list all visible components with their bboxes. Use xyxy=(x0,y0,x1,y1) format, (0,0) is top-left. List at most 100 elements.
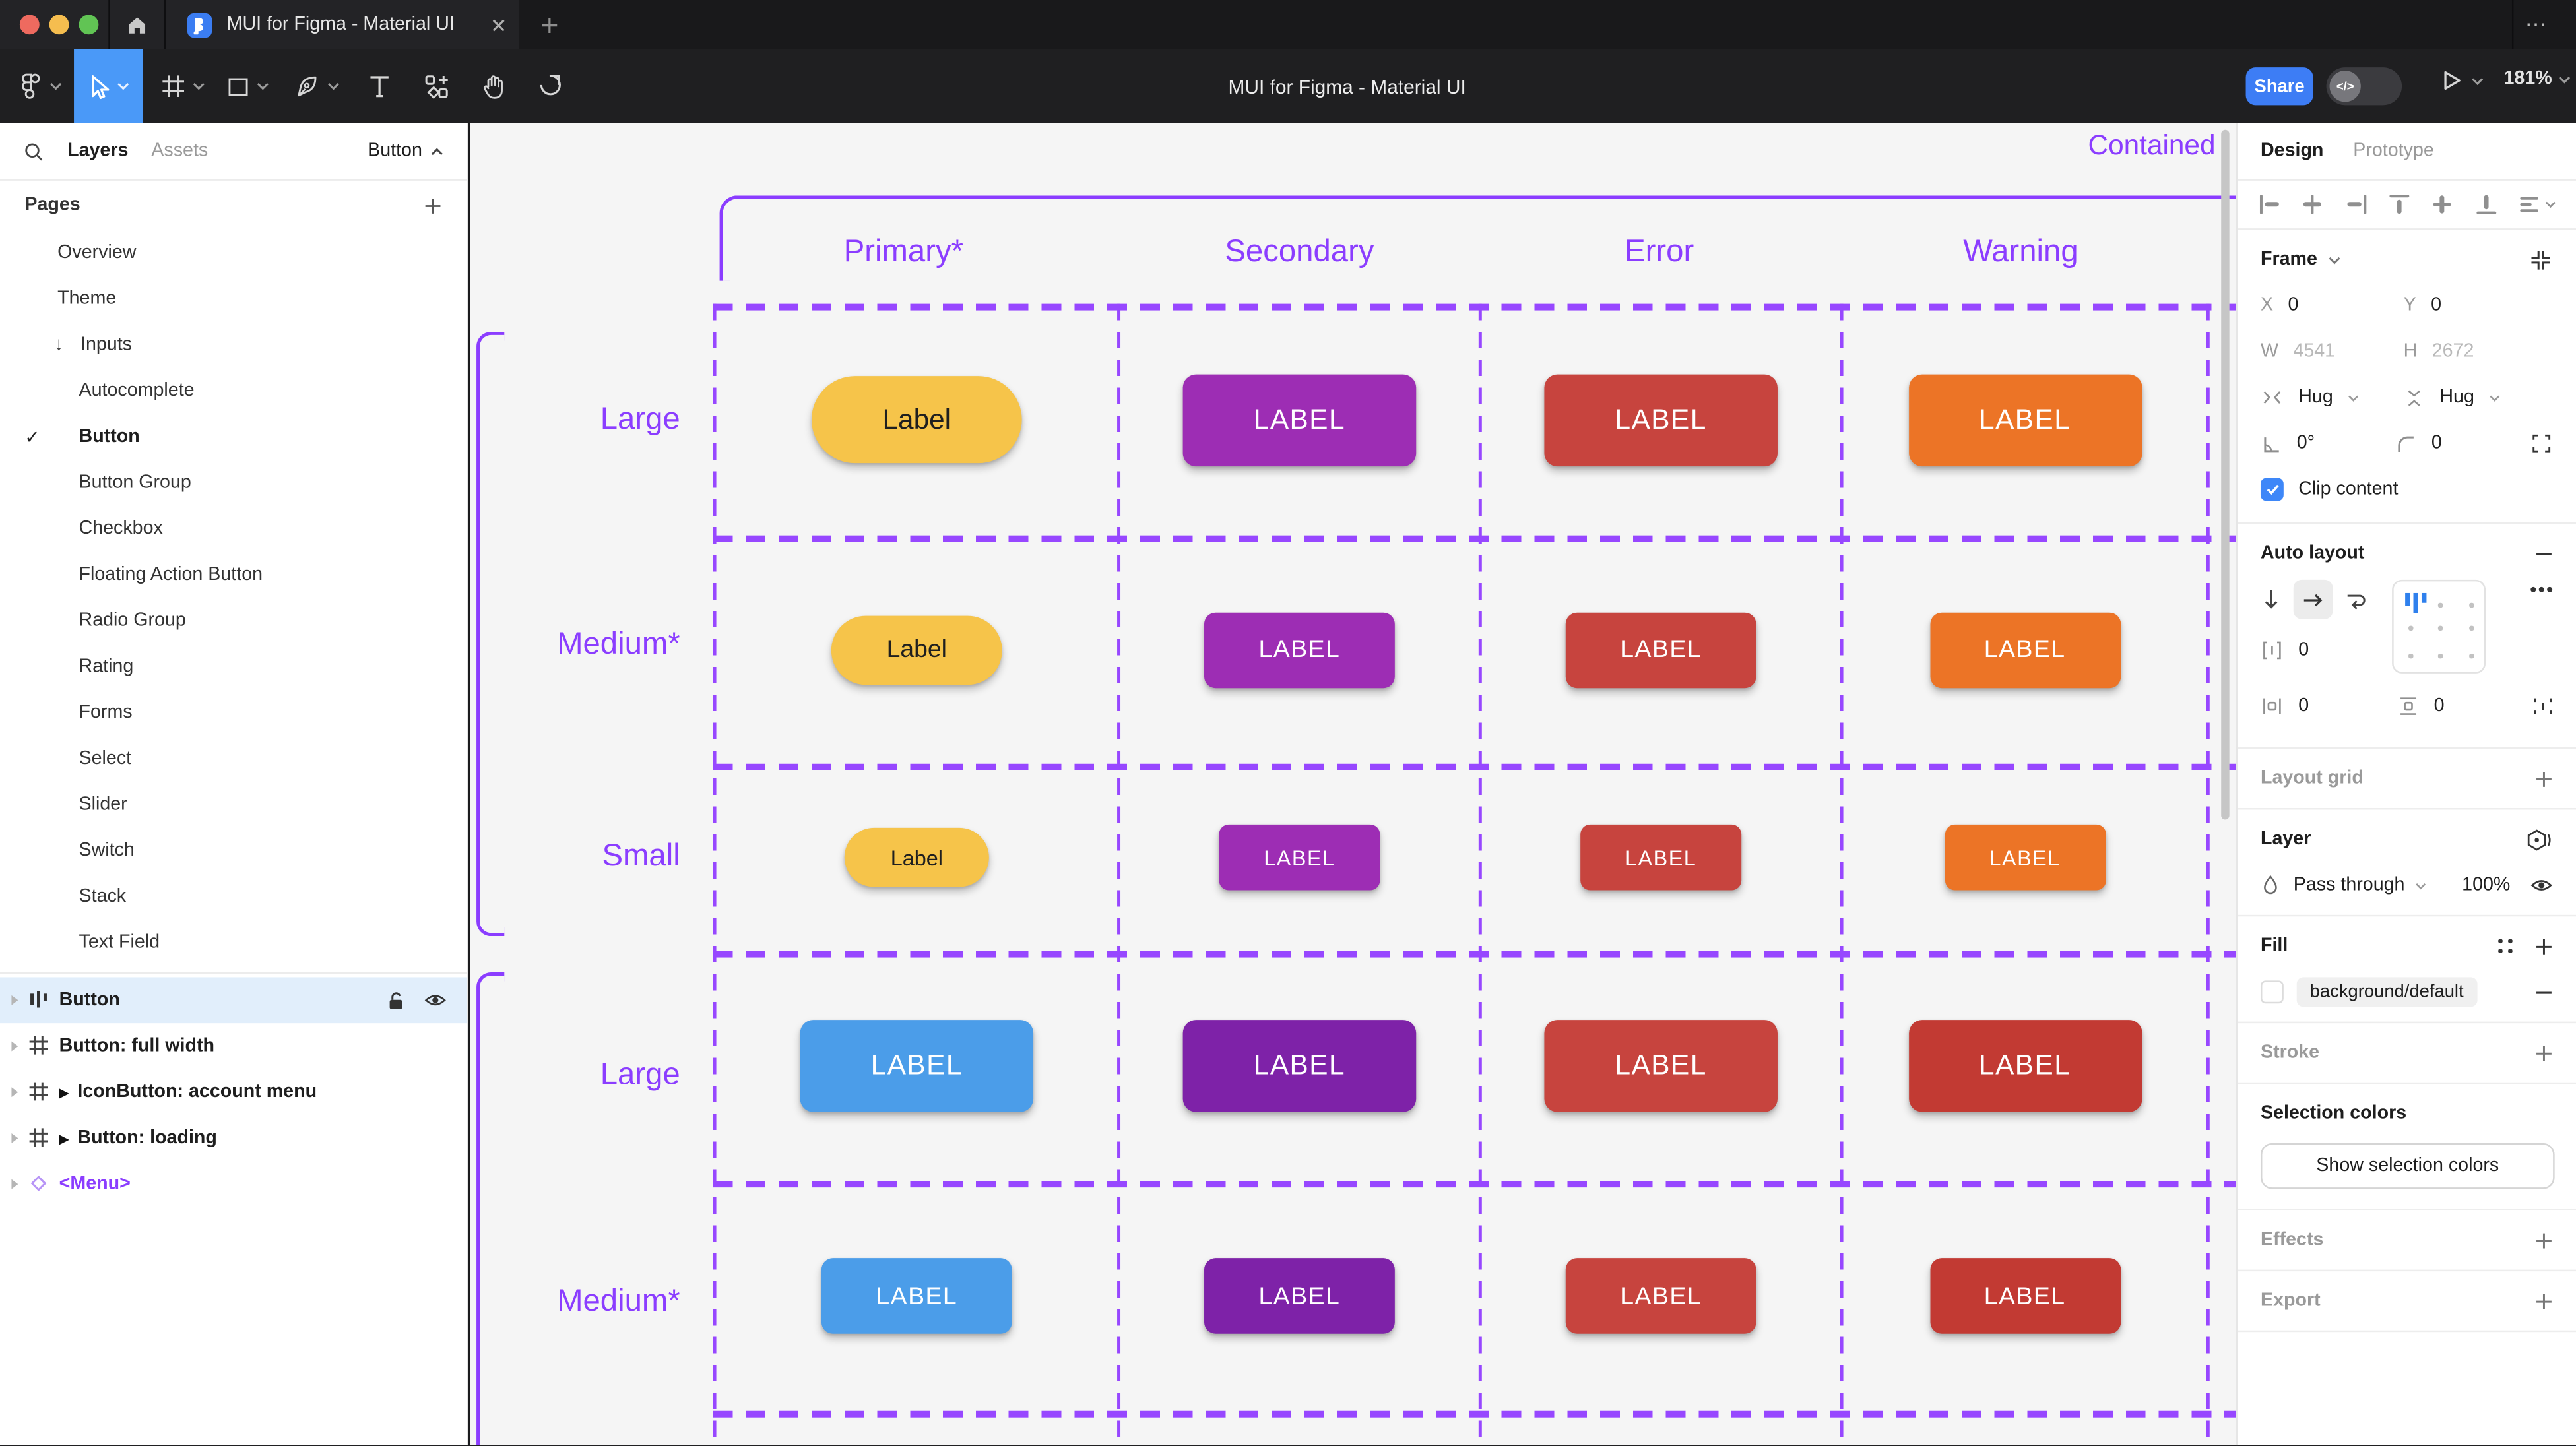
blend-mode-button[interactable] xyxy=(2525,827,2553,852)
tab-prototype[interactable]: Prototype xyxy=(2353,141,2434,162)
button-contained-warning-large[interactable]: LABEL xyxy=(1908,373,2142,466)
auto-layout-more-button[interactable] xyxy=(2530,586,2553,593)
button-contained-primary-small[interactable]: Label xyxy=(844,827,989,887)
layer-row-iconbutton-account-menu[interactable]: ▶ IconButton: account menu xyxy=(0,1069,467,1116)
height-field[interactable]: H 2672 xyxy=(2403,341,2474,362)
horizontal-padding-field[interactable]: 0 xyxy=(2261,695,2396,718)
expand-chevron-icon[interactable] xyxy=(11,995,18,1005)
independent-corners-button[interactable] xyxy=(2530,432,2553,455)
button-theme-primary-large[interactable]: LABEL xyxy=(800,1020,1034,1112)
button-theme-primary-medium[interactable]: LABEL xyxy=(821,1258,1012,1334)
page-item-forms[interactable]: Forms xyxy=(79,703,133,723)
page-item-rating[interactable]: Rating xyxy=(79,656,134,677)
layer-row-button-full-width[interactable]: Button: full width xyxy=(0,1023,467,1069)
share-button[interactable]: Share xyxy=(2245,67,2313,106)
chevron-down-icon[interactable] xyxy=(2327,255,2340,264)
gap-field[interactable]: 0 xyxy=(2261,639,2404,662)
page-item-overview[interactable]: Overview xyxy=(57,243,137,263)
new-tab-button[interactable] xyxy=(534,10,564,40)
search-icon[interactable] xyxy=(23,141,44,162)
page-item-inputs[interactable]: ↓ Inputs xyxy=(54,334,133,355)
rotation-field[interactable]: 0° xyxy=(2261,433,2395,454)
vertical-resizing-dropdown[interactable]: Hug xyxy=(2404,387,2547,408)
align-right-icon[interactable] xyxy=(2344,192,2368,216)
present-button[interactable] xyxy=(2441,69,2484,92)
remove-fill-button[interactable] xyxy=(2535,983,2553,1001)
button-contained-secondary-small[interactable]: LABEL xyxy=(1219,824,1380,891)
eye-icon[interactable] xyxy=(2530,877,2553,894)
align-left-icon[interactable] xyxy=(2257,192,2282,216)
corner-radius-field[interactable]: 0 xyxy=(2395,433,2530,454)
home-button[interactable] xyxy=(108,0,164,49)
expand-chevron-icon[interactable] xyxy=(11,1133,18,1143)
shape-tool-button[interactable] xyxy=(220,49,276,123)
frame-tool-button[interactable] xyxy=(154,49,210,123)
canvas-scrollbar[interactable] xyxy=(2221,129,2230,820)
button-theme-warning-large[interactable]: LABEL xyxy=(1908,1020,2142,1112)
layout-vertical-icon[interactable] xyxy=(2261,588,2282,611)
move-tool-button[interactable] xyxy=(74,49,143,123)
unlock-icon[interactable] xyxy=(386,990,406,1011)
page-item-button[interactable]: ✓ Button xyxy=(24,427,140,448)
add-stroke-button[interactable] xyxy=(2535,1044,2553,1061)
expand-chevron-icon[interactable] xyxy=(11,1041,18,1052)
collapse-frame-button[interactable] xyxy=(2528,247,2553,272)
add-effect-button[interactable] xyxy=(2535,1231,2553,1249)
canvas[interactable]: Contained Primary* Secondary Error Warni… xyxy=(470,123,2236,1446)
page-item-slider[interactable]: Slider xyxy=(79,795,127,815)
button-contained-error-small[interactable]: LABEL xyxy=(1580,824,1742,891)
button-theme-error-medium[interactable]: LABEL xyxy=(1565,1258,1756,1334)
page-item-button-group[interactable]: Button Group xyxy=(79,473,191,493)
layer-row-menu-instance[interactable]: <Menu> xyxy=(0,1161,467,1207)
align-vertical-center-icon[interactable] xyxy=(2430,192,2455,216)
align-top-icon[interactable] xyxy=(2387,192,2412,216)
page-item-text-field[interactable]: Text Field xyxy=(79,933,160,953)
page-item-autocomplete[interactable]: Autocomplete xyxy=(79,381,195,401)
add-layout-grid-button[interactable] xyxy=(2535,769,2553,787)
button-contained-secondary-medium[interactable]: LABEL xyxy=(1204,612,1395,687)
button-contained-warning-medium[interactable]: LABEL xyxy=(1929,612,2121,687)
vertical-padding-field[interactable]: 0 xyxy=(2396,695,2531,718)
button-contained-error-large[interactable]: LABEL xyxy=(1544,373,1778,466)
button-contained-secondary-large[interactable]: LABEL xyxy=(1182,373,1417,466)
opacity-field[interactable]: 100% xyxy=(2462,875,2511,895)
dev-mode-toggle[interactable]: </> xyxy=(2326,67,2402,106)
styles-icon[interactable] xyxy=(2496,936,2515,956)
width-field[interactable]: W 4541 xyxy=(2260,341,2336,362)
page-item-checkbox[interactable]: Checkbox xyxy=(79,519,163,539)
document-tab[interactable]: MUI for Figma - Material UI xyxy=(174,0,519,49)
clip-content-checkbox[interactable] xyxy=(2260,478,2284,501)
add-export-button[interactable] xyxy=(2535,1292,2553,1309)
align-bottom-icon[interactable] xyxy=(2474,192,2498,216)
pen-tool-button[interactable] xyxy=(289,49,345,123)
layer-row-button-loading[interactable]: ▶ Button: loading xyxy=(0,1116,467,1162)
frame-section-title[interactable]: Frame xyxy=(2260,249,2317,270)
actions-tool-button[interactable] xyxy=(410,49,463,123)
alignment-pad[interactable] xyxy=(2392,579,2486,674)
add-page-button[interactable] xyxy=(424,197,441,214)
button-contained-primary-medium[interactable]: Label xyxy=(831,615,1002,685)
show-selection-colors-button[interactable]: Show selection colors xyxy=(2260,1143,2555,1189)
horizontal-resizing-dropdown[interactable]: Hug xyxy=(2261,388,2404,407)
page-item-theme[interactable]: Theme xyxy=(57,289,117,309)
add-fill-button[interactable] xyxy=(2535,937,2553,955)
zoom-level-dropdown[interactable]: 181% xyxy=(2503,69,2571,88)
button-theme-error-large[interactable]: LABEL xyxy=(1544,1020,1778,1112)
tab-close-icon[interactable] xyxy=(491,17,505,32)
layer-row-button[interactable]: Button xyxy=(0,977,467,1024)
align-horizontal-center-icon[interactable] xyxy=(2301,192,2325,216)
remove-auto-layout-button[interactable] xyxy=(2535,544,2553,562)
page-item-floating-action-button[interactable]: Floating Action Button xyxy=(79,565,263,585)
page-item-select[interactable]: Select xyxy=(79,749,132,769)
tab-design[interactable]: Design xyxy=(2260,141,2324,162)
button-theme-warning-medium[interactable]: LABEL xyxy=(1929,1258,2121,1334)
eye-icon[interactable] xyxy=(424,992,447,1009)
window-close-button[interactable] xyxy=(19,15,40,35)
page-item-radio-group[interactable]: Radio Group xyxy=(79,611,186,631)
fill-style-chip[interactable]: background/default xyxy=(2296,977,2477,1007)
independent-padding-button[interactable] xyxy=(2532,695,2555,718)
distribute-menu-button[interactable] xyxy=(2517,192,2556,216)
main-menu-button[interactable] xyxy=(13,49,69,123)
